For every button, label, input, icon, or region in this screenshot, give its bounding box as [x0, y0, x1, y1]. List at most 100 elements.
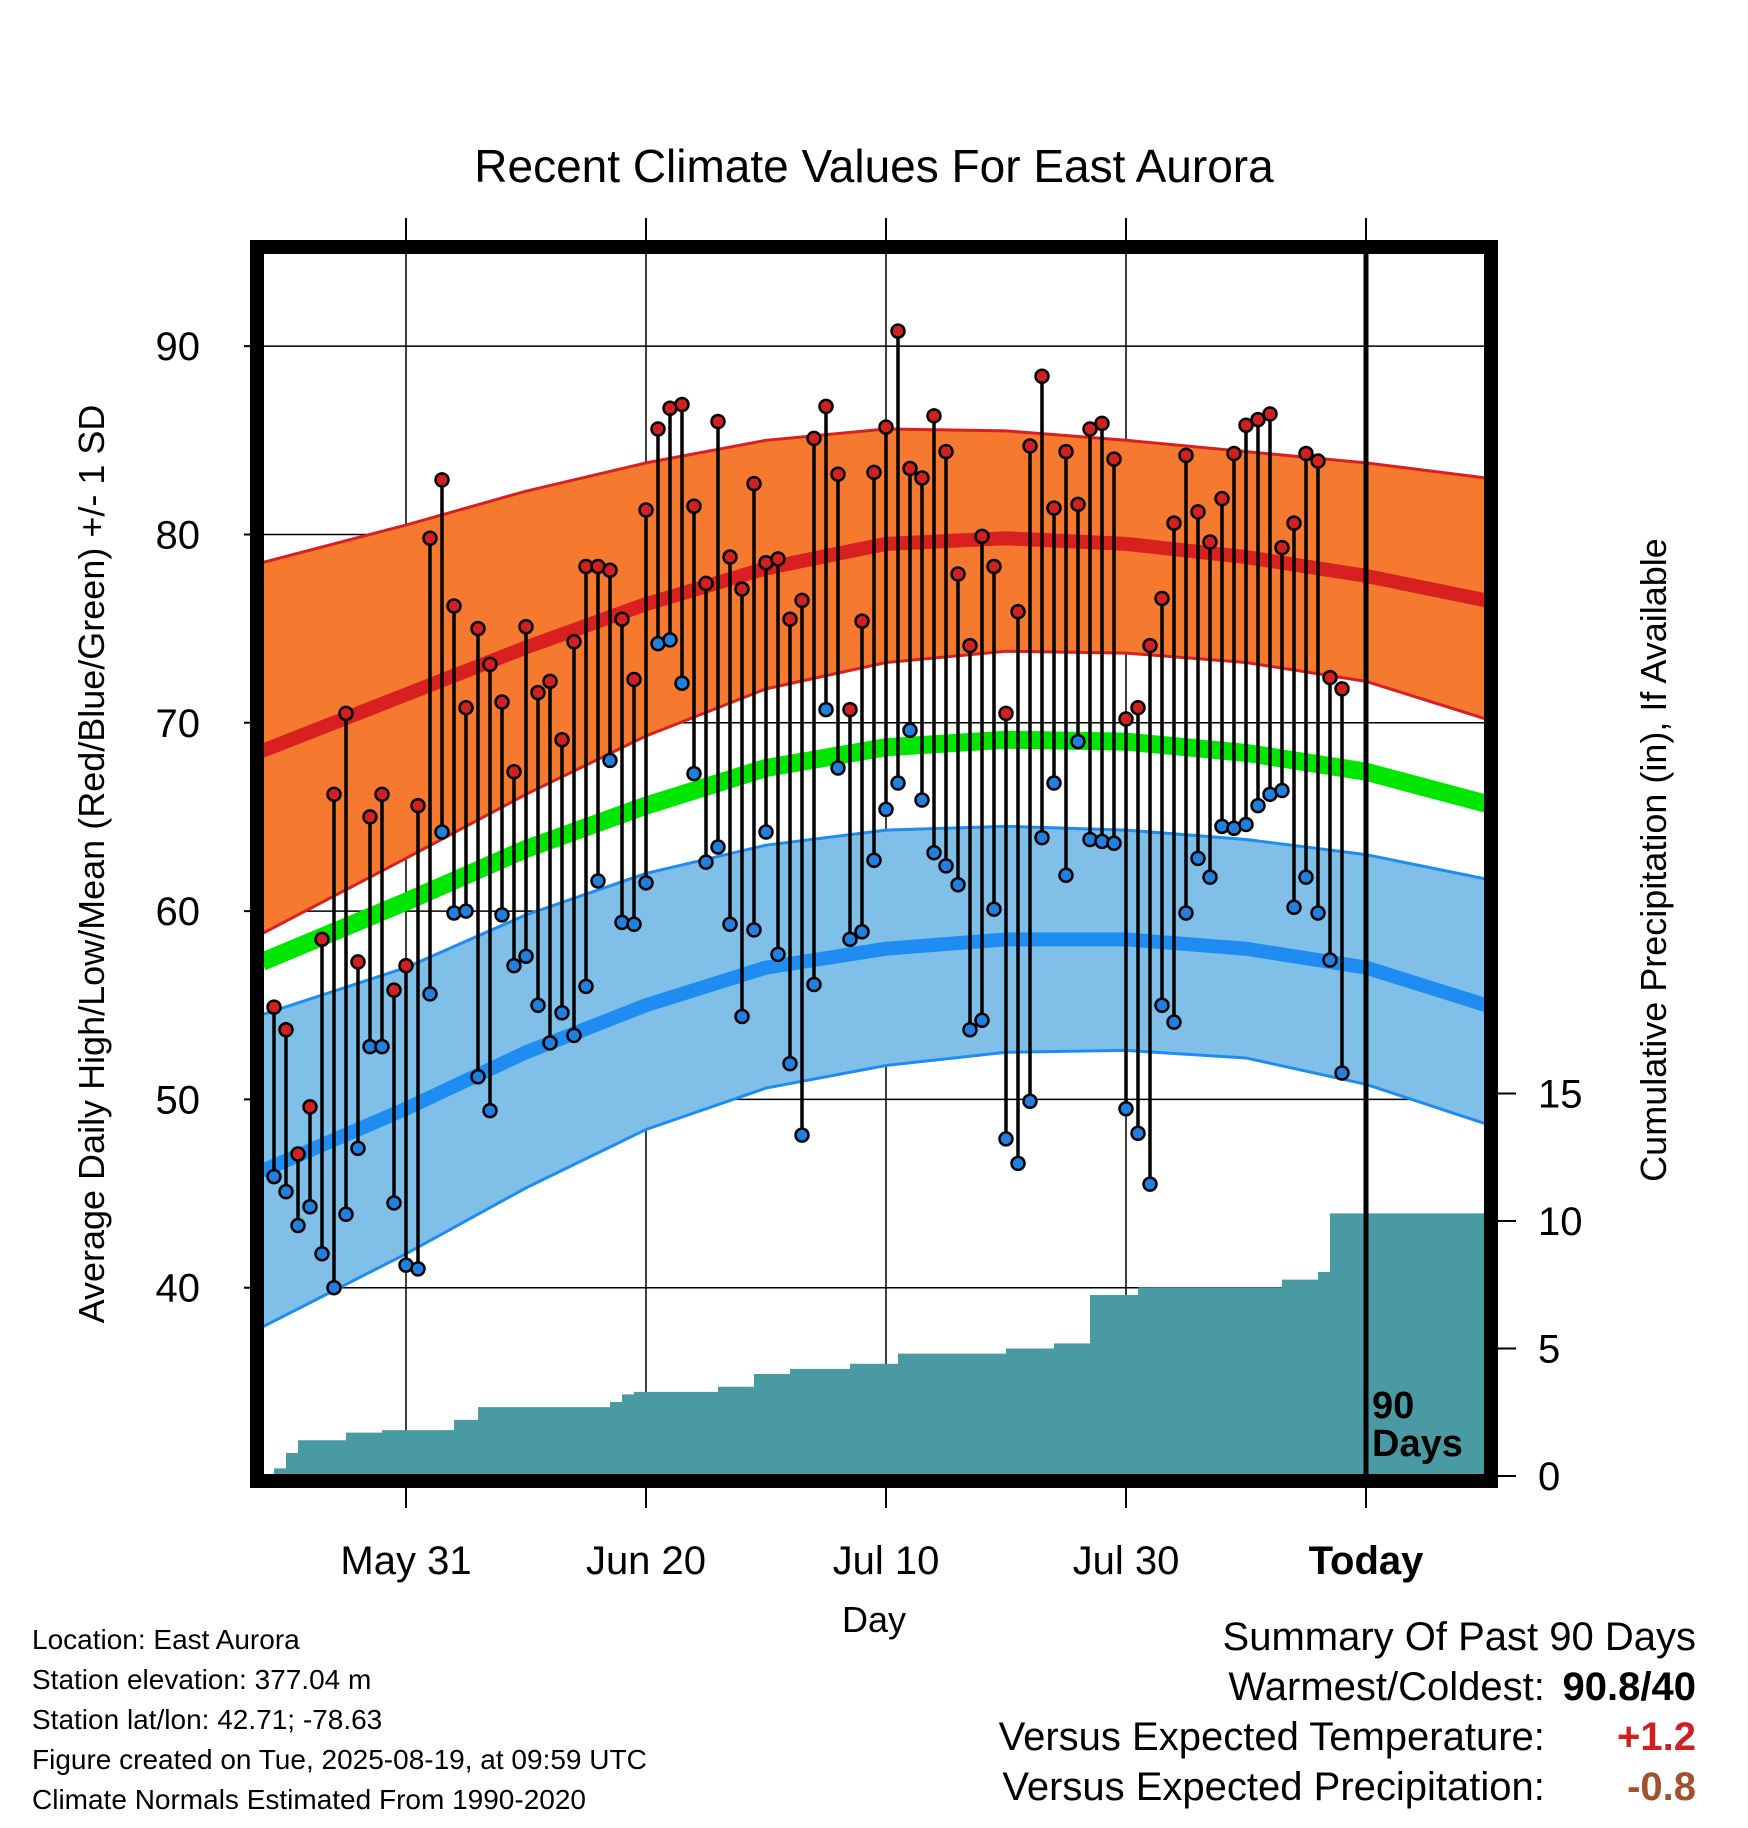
daily-high-point: [1310, 453, 1326, 469]
daily-low-point: [974, 1012, 990, 1029]
daily-low-point: [758, 824, 774, 840]
daily-high-point: [482, 656, 498, 673]
daily-high-point: [986, 558, 1002, 575]
daily-low-point: [686, 765, 702, 782]
today-label-days: Days: [1372, 1423, 1463, 1465]
daily-low-point: [1142, 1176, 1158, 1192]
daily-low-point: [1250, 797, 1266, 814]
precip-area: [274, 1213, 1486, 1476]
daily-low-point: [638, 875, 654, 891]
daily-high-point: [602, 562, 618, 578]
daily-low-point: [746, 922, 762, 938]
daily-high-point: [1322, 669, 1338, 686]
warm-cold-value: 90.8/40: [1562, 1665, 1696, 1709]
daily-low-point: [1310, 905, 1326, 921]
precip-value: -0.8: [1627, 1765, 1696, 1809]
daily-high-point: [950, 566, 966, 582]
daily-low-point: [1238, 816, 1254, 833]
daily-high-point: [698, 575, 714, 592]
daily-low-point: [1118, 1101, 1134, 1117]
y-tick-label: 90: [156, 325, 201, 369]
y2-tick-label: 5: [1538, 1328, 1560, 1372]
summary-panel: Summary Of Past 90 Days Warmest/Coldest:…: [796, 1612, 1696, 1812]
daily-high-point: [374, 786, 390, 803]
daily-high-point: [818, 398, 834, 415]
daily-high-point: [1106, 451, 1122, 467]
x-tick-label: Jun 20: [586, 1539, 706, 1583]
daily-low-point: [950, 876, 966, 893]
daily-low-point: [326, 1279, 342, 1296]
daily-high-point: [1238, 417, 1254, 433]
daily-high-point: [1082, 421, 1098, 437]
daily-low-point: [506, 957, 522, 974]
daily-low-point: [482, 1102, 498, 1119]
daily-high-point: [1094, 415, 1110, 432]
daily-low-point: [1070, 733, 1086, 750]
daily-high-point: [1154, 590, 1170, 607]
daily-high-point: [446, 598, 462, 614]
y2-tick-label: 15: [1538, 1073, 1583, 1117]
daily-low-point: [878, 801, 894, 818]
daily-high-point: [1022, 438, 1038, 454]
x-tick-label: Jul 10: [833, 1539, 940, 1583]
daily-high-point: [806, 430, 822, 447]
daily-high-point: [830, 466, 846, 482]
daily-high-point: [638, 502, 654, 518]
daily-high-point: [686, 498, 702, 514]
x-tick-label: Jul 30: [1073, 1539, 1180, 1583]
y-tick-label: 70: [156, 702, 201, 746]
y-axis-label: Average Daily High/Low/Mean (Red/Blue/Gr…: [71, 405, 112, 1324]
daily-high-point: [974, 528, 990, 545]
daily-high-point: [878, 419, 894, 435]
daily-low-point: [1130, 1125, 1146, 1142]
daily-high-point: [614, 611, 630, 627]
daily-high-point: [326, 786, 342, 803]
daily-low-point: [806, 976, 822, 993]
daily-high-point: [566, 634, 582, 650]
daily-high-point: [1046, 500, 1062, 516]
daily-high-point: [842, 701, 858, 718]
daily-low-point: [734, 1008, 750, 1025]
daily-high-point: [734, 581, 750, 597]
daily-low-point: [854, 924, 870, 940]
daily-high-point: [746, 475, 762, 492]
daily-high-point: [362, 809, 378, 825]
daily-high-point: [914, 470, 930, 486]
daily-high-point: [518, 618, 534, 635]
daily-high-point: [1202, 534, 1218, 550]
daily-high-point: [722, 549, 738, 565]
daily-high-point: [350, 954, 366, 970]
daily-low-point: [290, 1217, 306, 1234]
daily-high-point: [1070, 496, 1086, 513]
daily-high-point: [1166, 515, 1182, 531]
daily-low-point: [722, 916, 738, 933]
precipitation-area: [274, 1213, 1486, 1476]
daily-high-point: [422, 530, 438, 546]
daily-high-point: [506, 763, 522, 780]
daily-high-point: [1190, 504, 1206, 520]
daily-low-point: [278, 1183, 294, 1200]
daily-high-point: [866, 464, 882, 481]
daily-high-point: [1034, 368, 1050, 385]
daily-high-point: [494, 694, 510, 710]
daily-high-point: [1334, 681, 1350, 697]
daily-high-point: [626, 671, 642, 688]
daily-high-point: [1298, 445, 1314, 462]
y2-axis-label: Cumulative Precipitation (in), If Availa…: [1633, 538, 1674, 1182]
daily-low-point: [494, 907, 510, 923]
temp-label: Versus Expected Temperature:: [998, 1715, 1545, 1759]
y-tick-label: 60: [156, 890, 201, 934]
daily-low-point: [674, 675, 690, 691]
info-latlon: Station lat/lon: 42.71; -78.63: [32, 1704, 383, 1735]
daily-high-point: [854, 613, 870, 629]
daily-high-point: [926, 408, 942, 424]
daily-high-point: [1118, 711, 1134, 727]
daily-high-point: [386, 982, 402, 998]
daily-low-point: [566, 1027, 582, 1044]
station-info: Location: East Aurora Station elevation:…: [32, 1620, 647, 1820]
daily-low-point: [434, 824, 450, 840]
info-location: Location: East Aurora: [32, 1624, 300, 1655]
daily-low-point: [662, 632, 678, 648]
